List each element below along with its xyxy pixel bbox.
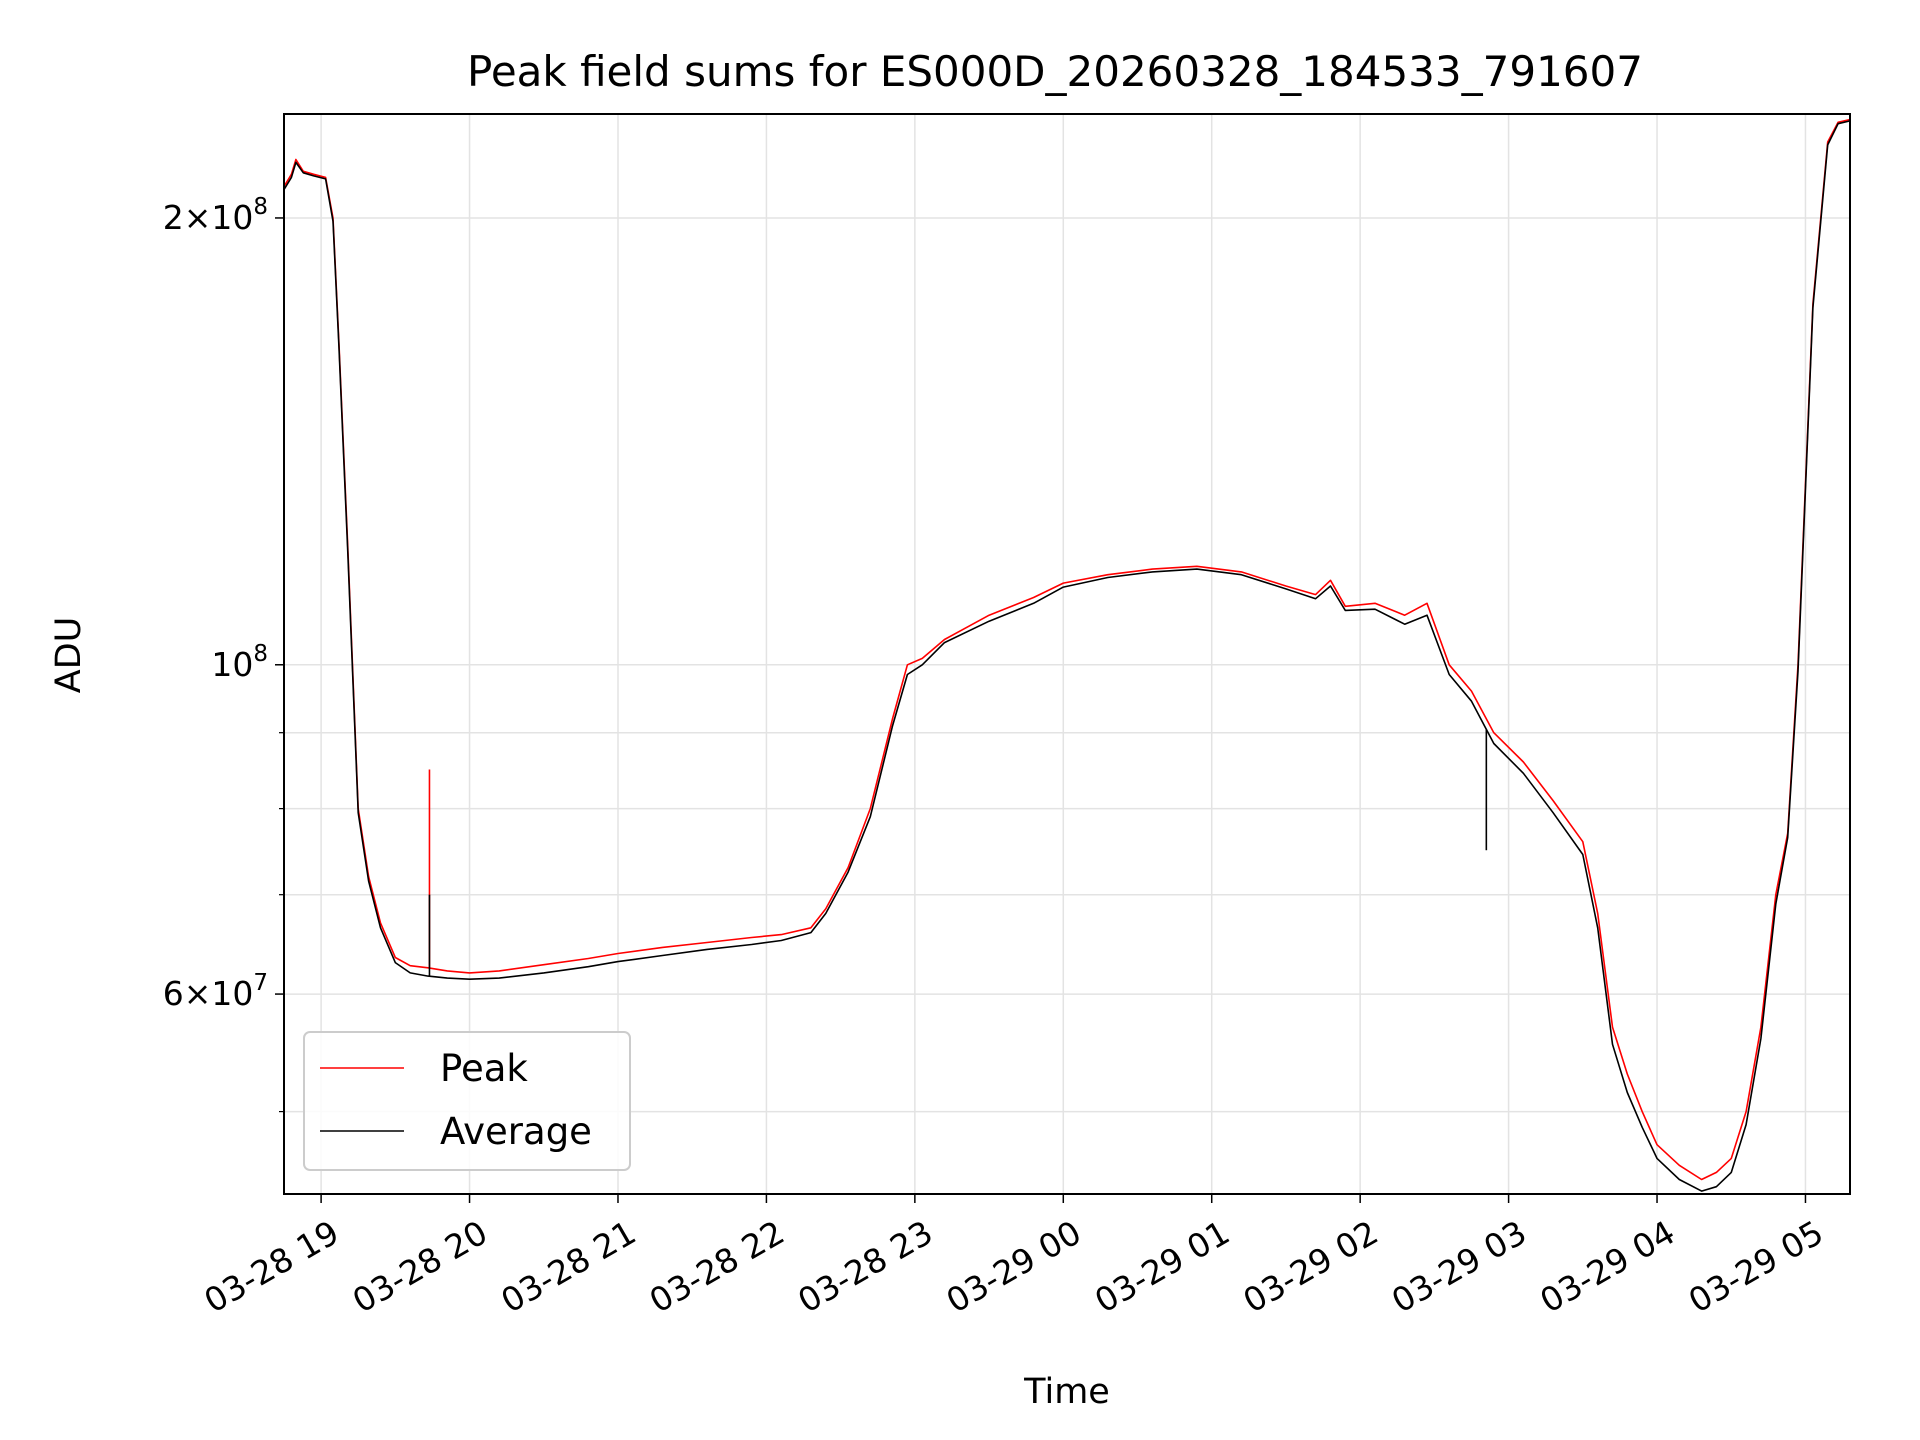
- x-tick-label: 03-28 21: [494, 1213, 642, 1321]
- x-tick-label: 03-29 03: [1385, 1213, 1533, 1321]
- x-tick-label: 03-28 20: [346, 1213, 494, 1321]
- legend-label-peak: Peak: [440, 1047, 528, 1090]
- series-layer: [283, 118, 1851, 1192]
- x-tick-label: 03-29 01: [1088, 1213, 1236, 1321]
- x-axis-title: Time: [1023, 1372, 1110, 1412]
- y-tick-label: 6×107: [163, 970, 268, 1013]
- y-tick-label: 108: [211, 641, 268, 684]
- x-tick-label: 03-29 02: [1237, 1213, 1385, 1321]
- legend-label-average: Average: [440, 1110, 592, 1153]
- legend: Peak Average: [303, 1031, 631, 1171]
- series-line-average: [283, 120, 1851, 1192]
- x-tick-label: 03-28 22: [643, 1213, 791, 1321]
- y-tick-label: 2×108: [163, 194, 268, 237]
- x-tick-label: 03-29 05: [1682, 1213, 1830, 1321]
- x-tick-label: 03-28 19: [198, 1213, 346, 1321]
- x-tick-label: 03-29 00: [940, 1213, 1088, 1321]
- plot-frame: [283, 113, 1851, 1195]
- y-axis-title: ADU: [49, 617, 89, 694]
- chart-title: Peak field sums for ES000D_20260328_1845…: [467, 47, 1643, 96]
- series-line-peak: [283, 118, 1851, 1181]
- x-axis: 03-28 19 03-28 20 03-28 21 03-28 22 03-28 23…: [198, 1194, 1830, 1321]
- x-tick-label: 03-28 23: [791, 1213, 939, 1321]
- y-axis: 6×107 108 2×108: [163, 194, 284, 1113]
- x-tick-label: 03-29 04: [1533, 1213, 1681, 1321]
- legend-box: [303, 1031, 631, 1171]
